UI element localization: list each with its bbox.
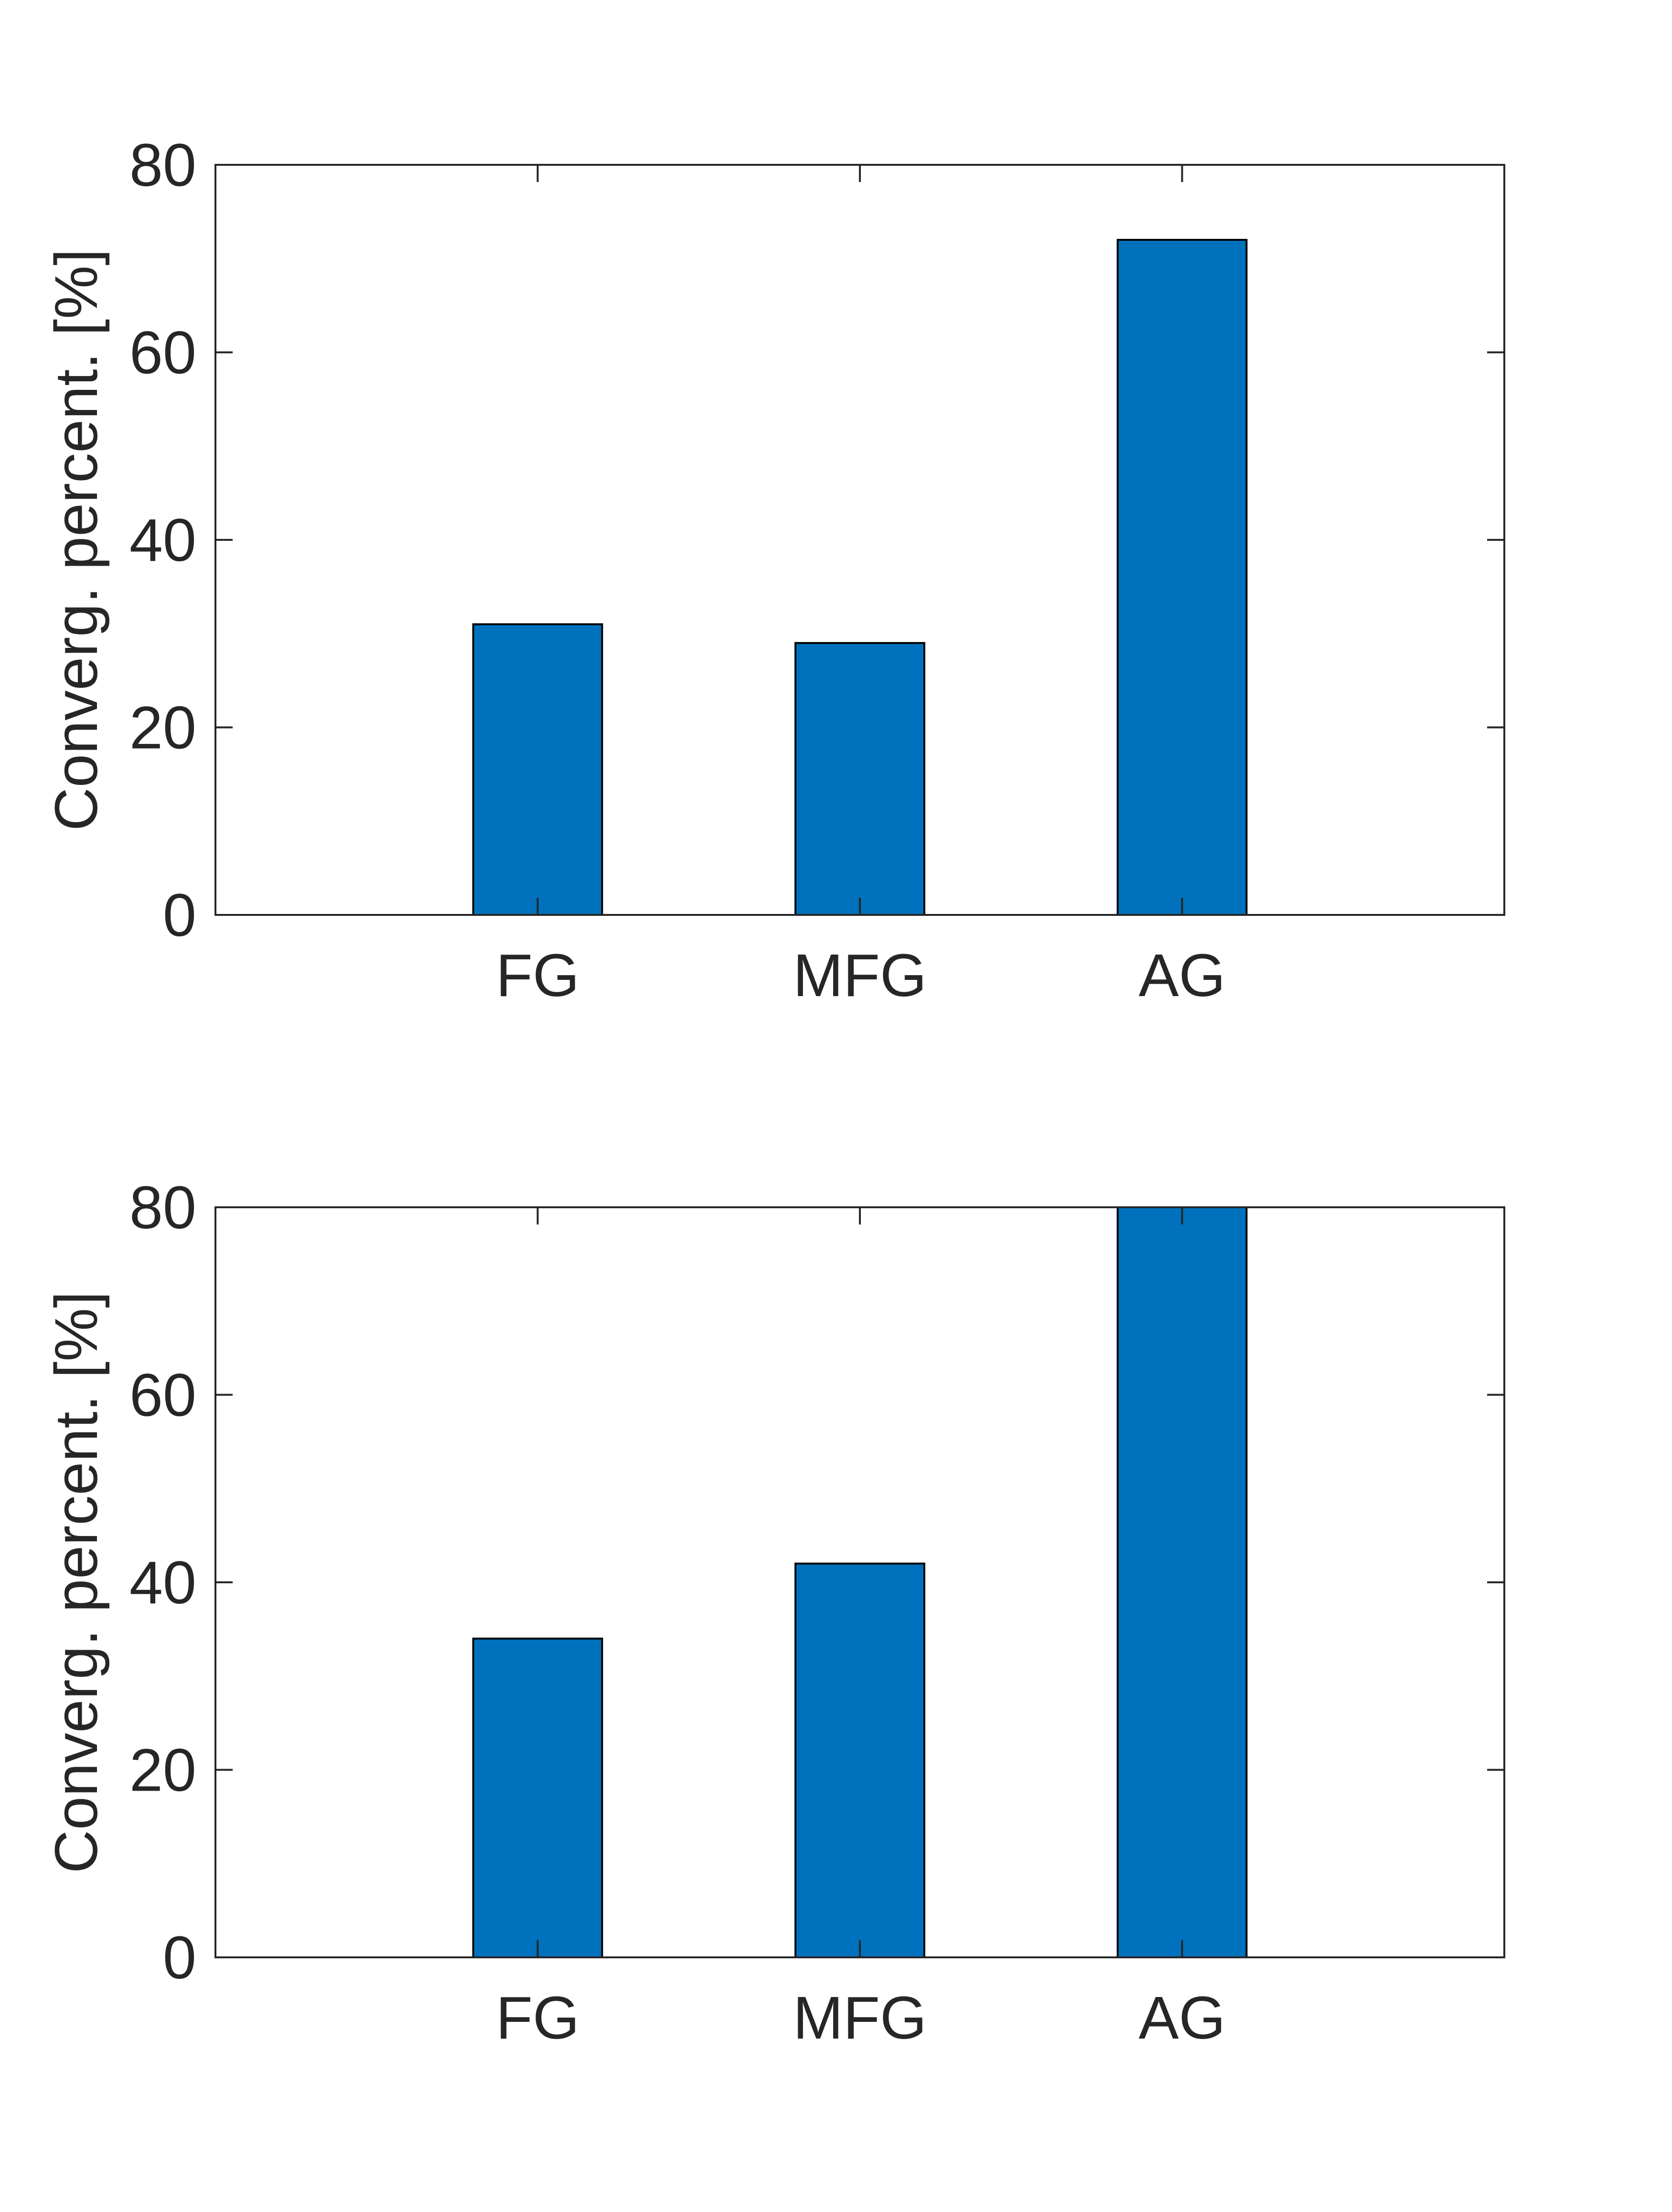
y-axis-label: Converg. percent. [%] bbox=[43, 249, 110, 831]
y-tick-label: 20 bbox=[129, 694, 196, 762]
bar-mfg bbox=[794, 1562, 925, 1958]
y-tick-label: 80 bbox=[129, 131, 196, 199]
y-tick-label: 60 bbox=[129, 1362, 196, 1429]
bar-fg bbox=[472, 623, 603, 916]
x-tick-label: MFG bbox=[793, 942, 927, 1009]
bar-mfg bbox=[794, 642, 925, 916]
bar-ag bbox=[1116, 1206, 1248, 1958]
x-tick-label: FG bbox=[496, 1984, 579, 2051]
y-tick-label: 80 bbox=[129, 1174, 196, 1241]
y-tick-label: 40 bbox=[129, 506, 196, 574]
y-tick-label: 60 bbox=[129, 319, 196, 387]
bar-ag bbox=[1116, 239, 1248, 916]
y-tick-label: 20 bbox=[129, 1737, 196, 1804]
x-tick-label: AG bbox=[1138, 1984, 1225, 2051]
y-axis-label: Converg. percent. [%] bbox=[43, 1291, 110, 1874]
bar-fg bbox=[472, 1637, 603, 1958]
x-tick-label: MFG bbox=[793, 1984, 927, 2051]
y-tick-label: 40 bbox=[129, 1549, 196, 1616]
y-tick-label: 0 bbox=[163, 1924, 196, 1991]
y-tick-label: 0 bbox=[163, 881, 196, 949]
chart-top: Converg. percent. [%] 0 20 40 60 80 FG MFG AG bbox=[43, 131, 1505, 1009]
x-tick-label: AG bbox=[1138, 942, 1225, 1009]
chart-bottom: Converg. percent. [%] 0 20 40 60 80 FG MFG AG bbox=[43, 1174, 1505, 2051]
x-tick-label: FG bbox=[496, 942, 579, 1009]
